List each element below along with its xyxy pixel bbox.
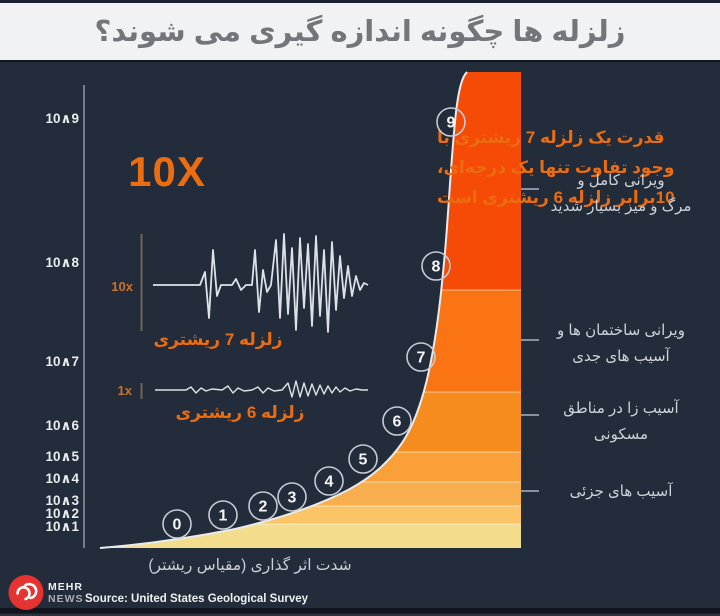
waveform-6-caption: زلزله 6 ریشتری: [176, 403, 305, 423]
marker-number-3: 3: [288, 490, 297, 507]
mehr-news-logo: MEHR NEWS: [8, 575, 84, 610]
damage-label-2-line-2: آسیب های جدی: [572, 347, 670, 365]
logo-text-mehr: MEHR: [48, 581, 83, 593]
page-title: زلزله ها چگونه اندازه گیری می شوند؟: [94, 16, 626, 48]
damage-label-2-line-1: ویرانی ساختمان ها و: [556, 322, 685, 339]
logo-circle: [8, 575, 44, 610]
y-tick-10e2: 10∧2: [46, 506, 80, 521]
top-border: [0, 0, 720, 3]
marker-number-5: 5: [359, 452, 368, 469]
marker-circle-6: [382, 406, 412, 436]
damage-label-1-line-1: ویرانی کامل و: [576, 172, 664, 189]
marker-circle-2: [248, 491, 278, 521]
y-tick-10e7: 10∧7: [46, 354, 80, 369]
logo-text-news: NEWS: [48, 593, 84, 605]
x-axis-label: شدت اثر گذاری (مقیاس ریشتر): [148, 556, 351, 574]
annotation-line-3: 10برابر زلزله 6 ریشتری است: [437, 188, 675, 208]
marker-number-0: 0: [173, 517, 182, 534]
marker-circle-3: [277, 482, 307, 512]
waveform-7-line: [153, 233, 369, 333]
marker-circle-4: [314, 466, 344, 496]
marker-number-6: 6: [393, 414, 402, 431]
y-tick-10e9: 10∧9: [46, 111, 80, 126]
waveform-6-line: [155, 380, 368, 398]
magnitude-marker-numbers: 0 1 2 3 4 5 6 7 8 9: [173, 115, 456, 534]
marker-number-2: 2: [259, 499, 268, 516]
y-axis-tick-labels: 10∧9 10∧8 10∧7 10∧6 10∧5 10∧4 10∧3 10∧2 …: [46, 111, 80, 534]
marker-number-1: 1: [219, 508, 228, 525]
damage-label-ticks: [521, 188, 539, 492]
marker-number-4: 4: [325, 474, 334, 491]
logo-swirl-icon: [16, 582, 38, 601]
marker-circle-0: [162, 509, 192, 539]
marker-number-8: 8: [432, 259, 441, 276]
damage-label-1-line-2: مرگ و میر بسیار شدید: [551, 197, 692, 215]
scale-10x-label: 10x: [111, 279, 133, 294]
title-bar: زلزله ها چگونه اندازه گیری می شوند؟: [0, 3, 720, 60]
annotation-text: قدرت یک زلزله 7 ریشتری با وجود تفاوت تنه…: [437, 128, 675, 208]
y-tick-10e4: 10∧4: [46, 471, 80, 486]
magnitude-markers: [162, 107, 466, 539]
y-tick-10e1: 10∧1: [46, 519, 80, 534]
source-credit: Source: United States Geological Survey: [85, 593, 309, 605]
damage-label-3-line-1: آسیب زا در مناطق: [563, 399, 679, 417]
multiplier-10x-text: 10X: [128, 148, 206, 195]
exponential-curve-line: [99, 71, 468, 549]
y-tick-10e5: 10∧5: [46, 449, 80, 464]
marker-circle-1: [208, 500, 238, 530]
header-divider: [0, 60, 720, 62]
footer-bottom-edge: [0, 613, 720, 616]
waveform-7-caption: زلزله 7 ریشتری: [154, 330, 283, 350]
marker-number-9: 9: [447, 115, 456, 132]
y-tick-10e8: 10∧8: [46, 255, 80, 270]
seismogram-magnitude-6: 1x زلزله 6 ریشتری: [118, 380, 368, 423]
marker-circle-8: [421, 251, 451, 281]
annotation-line-2: وجود تفاوت تنها یک درجه‌ای،: [437, 158, 674, 178]
marker-number-7: 7: [417, 350, 426, 367]
damage-label-3-line-2: مسکونی: [594, 426, 648, 443]
footer-dark-strip: [0, 608, 720, 614]
y-tick-10e6: 10∧6: [46, 418, 80, 433]
marker-circle-5: [348, 444, 378, 474]
scale-1x-label: 1x: [118, 383, 133, 398]
damage-labels: ویرانی کامل و مرگ و میر بسیار شدید ویران…: [551, 172, 692, 500]
marker-circle-7: [406, 342, 436, 372]
seismogram-magnitude-7: 10x زلزله 7 ریشتری: [111, 233, 369, 350]
y-tick-10e3: 10∧3: [46, 493, 80, 508]
marker-circle-9: [436, 107, 466, 137]
annotation-line-1: قدرت یک زلزله 7 ریشتری با: [437, 128, 664, 148]
damage-label-4-line-1: آسیب های جزئی: [570, 482, 674, 500]
